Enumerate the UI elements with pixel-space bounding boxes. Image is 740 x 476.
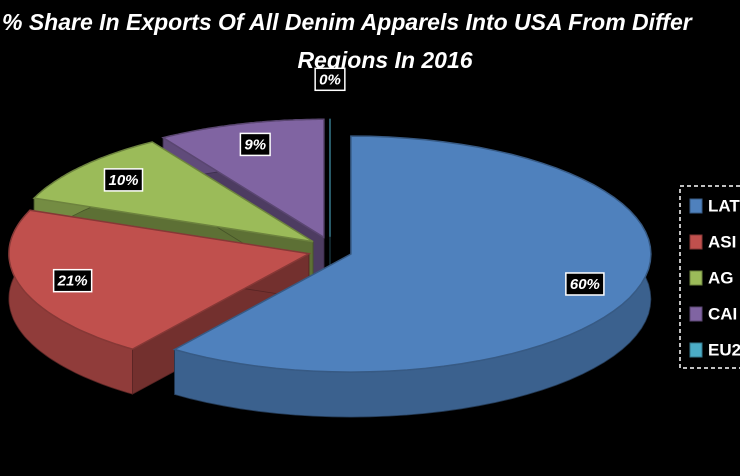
legend-swatch <box>689 270 703 286</box>
data-label: 60% <box>570 276 600 293</box>
legend-label: LAT <box>708 196 740 215</box>
data-label: 9% <box>244 136 266 153</box>
legend-swatch <box>689 342 703 358</box>
legend-swatch <box>689 234 703 250</box>
data-label-box <box>239 132 271 157</box>
legend-swatch <box>689 198 703 214</box>
legend-swatch <box>689 306 703 322</box>
pie <box>8 118 652 418</box>
data-label: 10% <box>108 172 138 189</box>
legend-label: ASI <box>708 232 736 251</box>
data-label: 21% <box>57 273 88 290</box>
legend-box <box>679 185 740 369</box>
pie-slice <box>32 141 314 243</box>
data-label-box <box>314 67 346 92</box>
pie-slice <box>8 209 312 350</box>
data-label: 0% <box>319 71 341 88</box>
data-label-box <box>52 268 93 293</box>
pie-slice <box>161 118 325 239</box>
chart-title: % Share In Exports Of All Denim Apparels… <box>2 9 693 35</box>
legend-label: AG <box>708 268 734 287</box>
data-label-box <box>103 168 144 192</box>
legend-label: CAI <box>708 304 737 323</box>
data-label-box <box>565 272 605 296</box>
legend-label: EU2 <box>708 340 740 359</box>
pie-slice <box>172 135 652 373</box>
